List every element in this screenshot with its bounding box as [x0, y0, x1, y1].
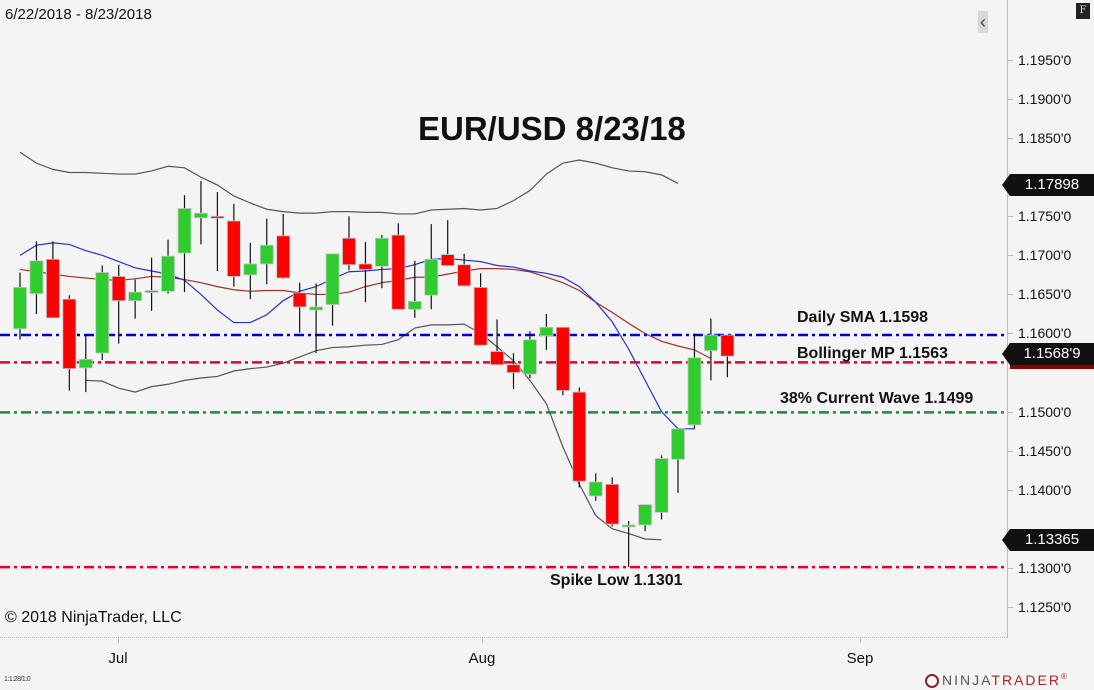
bearish-candle: [342, 237, 356, 266]
bullish-candle: [407, 301, 422, 310]
bullish-candle: [128, 291, 143, 302]
y-axis-tick: [1008, 567, 1013, 569]
y-axis-label: 1.1700'0: [1018, 247, 1072, 264]
y-axis-label: 1.1600'0: [1018, 325, 1072, 342]
logo-trader-text: TRADER: [991, 672, 1061, 688]
bullish-candle: [144, 290, 159, 293]
candlestick-chart: [0, 151, 1007, 569]
bullish-candle: [588, 481, 603, 497]
bearish-candle: [226, 220, 241, 277]
moving-average-blue-line: [19, 242, 695, 430]
y-axis-label: 1.1650'0: [1018, 286, 1072, 303]
bullish-candle: [374, 237, 389, 267]
y-axis-tick: [1008, 99, 1013, 101]
x-axis-label: Sep: [846, 650, 874, 667]
bullish-candle: [13, 286, 27, 330]
bullish-candle: [654, 458, 669, 513]
bullish-candle: [523, 339, 537, 375]
bearish-candle: [506, 364, 521, 373]
bullish-candle: [177, 208, 192, 254]
bearish-candle: [440, 254, 455, 266]
y-axis-line: [1007, 0, 1008, 638]
panel-f-button[interactable]: F: [1076, 3, 1090, 19]
tiny-timestamp: 1:1:28/1:0: [4, 676, 31, 683]
bearish-candle: [457, 264, 472, 287]
y-axis-tick: [1008, 216, 1013, 218]
bullish-candle: [621, 524, 636, 528]
bullish-candle: [325, 253, 340, 305]
y-axis-tick: [1008, 489, 1013, 491]
y-axis-label: 1.1900'0: [1018, 91, 1072, 108]
y-axis-label: 1.1850'0: [1018, 130, 1072, 147]
bollinger-mp-annotation: Bollinger MP 1.1563: [797, 345, 948, 362]
ninjatrader-logo: NINJATRADER®: [925, 672, 1069, 688]
logo-reg-mark: ®: [1060, 672, 1069, 681]
collapse-panel-chevron-left-icon[interactable]: ‹: [978, 11, 988, 33]
y-axis-tick: [1008, 606, 1013, 608]
bullish-candle: [704, 334, 718, 352]
x-axis-tick: [482, 638, 483, 643]
bearish-candle: [555, 326, 570, 391]
lower-band-price-tag: 1.13365: [1002, 529, 1094, 551]
bullish-candle: [78, 358, 93, 369]
bullish-candle: [243, 263, 258, 276]
bullish-candle: [29, 260, 44, 295]
last-price-tag: 1.1568'9: [1002, 343, 1094, 369]
lower-bollingerline: [85, 323, 662, 541]
bullish-candle: [671, 428, 685, 460]
spike-low-annotation: Spike Low 1.1301: [550, 572, 683, 589]
current-wave-annotation: 38% Current Wave 1.1499: [780, 390, 974, 407]
bearish-candle: [276, 235, 291, 279]
x-axis-line: [0, 637, 1007, 638]
y-axis-label: 1.1750'0: [1018, 208, 1072, 225]
bearish-candle: [111, 276, 126, 302]
bearish-candle: [473, 286, 488, 346]
y-axis-tick: [1008, 138, 1013, 140]
chart-title: EUR/USD 8/23/18: [418, 110, 686, 147]
y-axis-label: 1.1400'0: [1018, 481, 1072, 498]
x-axis-label: Aug: [468, 650, 496, 667]
bullish-candle: [95, 272, 110, 354]
upper-band-price-tag: 1.17898: [1002, 174, 1094, 196]
copyright-text: © 2018 NinjaTrader, LLC: [5, 609, 182, 626]
bearish-candle: [358, 263, 373, 270]
y-axis-label: 1.1500'0: [1018, 403, 1072, 420]
y-axis-tick: [1008, 333, 1013, 335]
bearish-candle: [490, 351, 504, 366]
y-axis-tick: [1008, 60, 1013, 61]
chart-plot-area[interactable]: [0, 0, 1007, 638]
x-axis-label: Jul: [108, 650, 128, 667]
y-axis-tick: [1008, 450, 1013, 452]
bullish-candle: [161, 255, 175, 292]
y-axis-label: 1.1300'0: [1018, 559, 1072, 576]
y-axis-label: 1.1950'0: [1018, 52, 1072, 68]
y-axis-tick: [1008, 294, 1013, 296]
bullish-candle: [638, 504, 652, 526]
bearish-candle: [605, 483, 620, 525]
bullish-candle: [259, 244, 274, 265]
date-range: 6/22/2018 - 8/23/2018: [5, 6, 152, 23]
daily-sma-annotation: Daily SMA 1.1598: [797, 309, 929, 326]
y-axis-label: 1.1250'0: [1018, 598, 1072, 615]
bullish-candle: [309, 306, 324, 311]
upper-bollingerline: [19, 151, 679, 215]
logo-ninja-text: NINJA: [942, 672, 992, 688]
bearish-candle: [572, 391, 587, 482]
x-axis-tick: [118, 638, 119, 643]
bullish-candle: [539, 326, 554, 337]
bearish-candle: [292, 292, 307, 308]
y-axis-tick: [1008, 411, 1013, 413]
bearish-candle: [62, 298, 77, 370]
bearish-candle: [210, 215, 225, 219]
y-axis-label: 1.1450'0: [1018, 442, 1072, 459]
bearish-candle: [391, 234, 406, 310]
bullish-candle: [687, 357, 702, 426]
ninjatrader-logo-icon: [925, 674, 939, 688]
bullish-candle: [194, 212, 208, 219]
bullish-candle: [424, 258, 439, 296]
y-axis-tick: [1008, 255, 1013, 257]
bearish-candle: [46, 258, 60, 319]
x-axis-tick: [860, 638, 861, 643]
bearish-candle: [720, 334, 735, 357]
